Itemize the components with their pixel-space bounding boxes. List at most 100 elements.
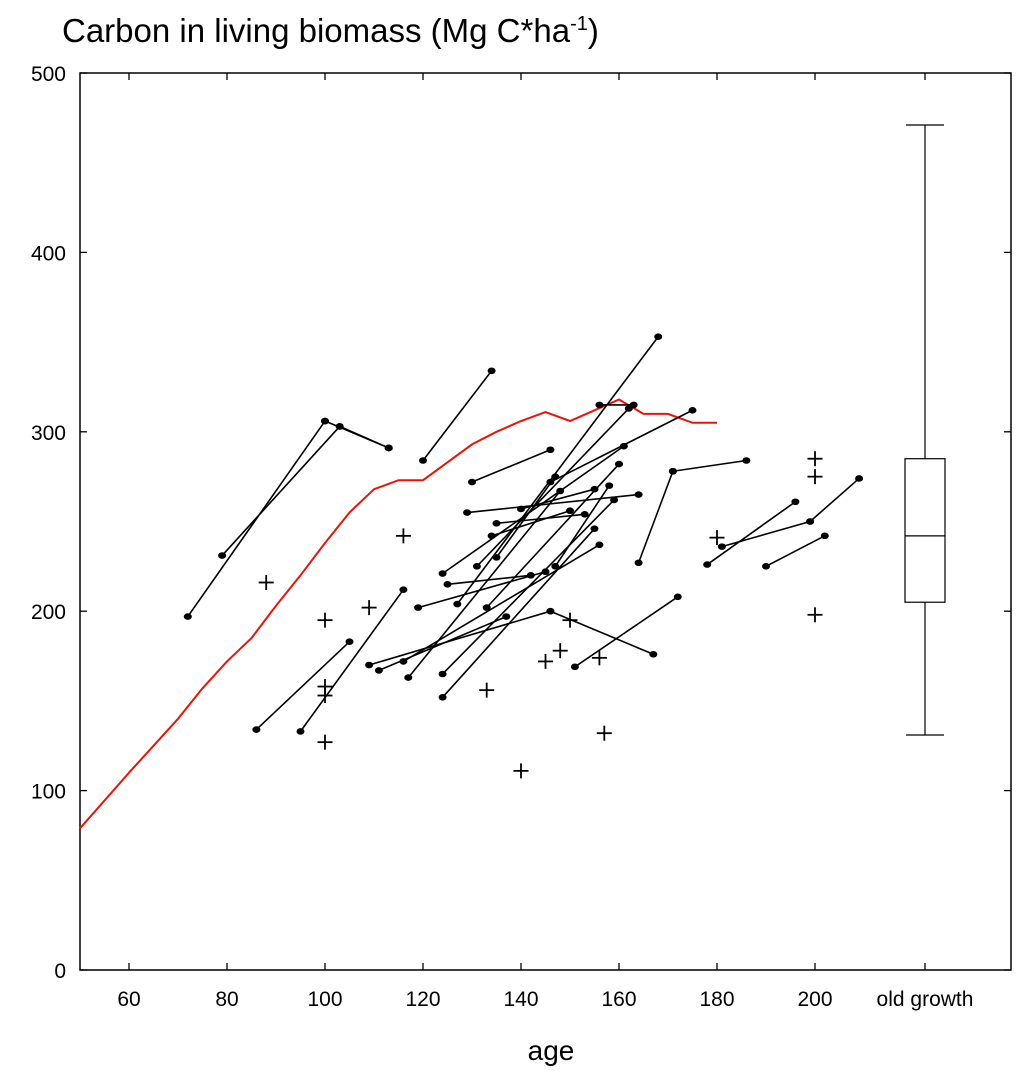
single-measurement-10 — [552, 643, 568, 659]
pair-point-end-10 — [595, 541, 604, 549]
pair-line-17 — [456, 336, 659, 605]
y-tick-label-500: 500 — [31, 63, 66, 86]
pair-point-start-15 — [438, 694, 447, 701]
remeasured-pair-19 — [468, 446, 555, 486]
remeasured-pair-7 — [374, 613, 511, 674]
pair-line-25 — [520, 488, 595, 510]
pair-point-start-24 — [492, 519, 501, 527]
pair-point-end-4 — [345, 638, 354, 645]
single-measurement-1 — [317, 612, 333, 628]
pair-point-end-17 — [654, 333, 663, 341]
pair-point-end-32 — [742, 457, 751, 464]
y-tick-label-300: 300 — [31, 422, 66, 445]
pair-point-start-27 — [551, 563, 560, 570]
pair-point-start-31 — [634, 559, 643, 567]
plot-frame — [79, 72, 1012, 971]
remeasured-pair-36 — [806, 475, 864, 525]
remeasured-pair-6 — [365, 607, 555, 669]
remeasured-pair-16 — [443, 572, 535, 588]
pair-line-34 — [721, 520, 811, 548]
pair-line-29 — [550, 409, 693, 483]
pair-point-end-14 — [610, 496, 619, 504]
single-measurements-layer — [258, 451, 823, 779]
remeasured-pair-20 — [472, 405, 633, 570]
pair-point-start-20 — [472, 563, 481, 570]
x-tick-label-140: 140 — [503, 988, 538, 1011]
pair-point-end-12 — [541, 568, 550, 576]
single-measurement-5 — [361, 600, 377, 616]
pair-point-start-9 — [419, 457, 427, 464]
pair-point-start-11 — [404, 674, 413, 681]
remeasured-pair-26 — [546, 607, 658, 658]
pair-point-start-30 — [595, 401, 604, 409]
pair-point-end-36 — [855, 475, 864, 482]
pair-line-18 — [467, 493, 639, 514]
pair-line-10 — [402, 544, 600, 663]
pair-point-start-12 — [414, 604, 423, 611]
remeasured-pair-29 — [546, 406, 697, 486]
model-line-layer — [79, 398, 717, 829]
x-tick-label-160: 160 — [601, 988, 636, 1011]
pair-line-3 — [339, 425, 390, 449]
x-tick-label-180: 180 — [699, 988, 734, 1011]
single-measurement-0 — [258, 574, 274, 590]
x-tick-label-200: 200 — [797, 988, 832, 1011]
x-tick-label-120: 120 — [405, 988, 440, 1011]
remeasured-pair-27 — [551, 482, 614, 570]
pair-point-end-25 — [590, 485, 599, 493]
pair-point-end-7 — [502, 613, 511, 620]
pair-point-end-29 — [688, 406, 697, 414]
remeasured-pair-5 — [296, 586, 408, 735]
pair-point-start-33 — [703, 561, 712, 568]
model-curve-line — [79, 398, 717, 829]
pair-line-16 — [447, 574, 531, 586]
remeasured-pair-3 — [335, 423, 393, 452]
pair-point-end-15 — [590, 525, 599, 532]
single-measurement-15 — [807, 451, 823, 467]
pair-point-end-19 — [546, 446, 555, 454]
pair-line-22 — [491, 509, 571, 537]
remeasured-pair-33 — [703, 498, 800, 568]
pair-point-start-34 — [717, 543, 726, 550]
remeasured-pair-8 — [384, 444, 393, 452]
pair-line-9 — [422, 370, 493, 461]
remeasured-pair-35 — [762, 532, 829, 570]
remeasured-pair-24 — [492, 511, 589, 527]
pair-point-start-1 — [218, 552, 227, 559]
chart-title-superscript: -1 — [570, 13, 588, 35]
pair-point-end-18 — [634, 491, 643, 498]
pair-point-start-36 — [806, 518, 815, 525]
pair-point-end-22 — [566, 507, 574, 515]
pair-point-end-16 — [526, 572, 535, 579]
pair-point-end-27 — [605, 482, 614, 489]
chart-title-close: ) — [587, 12, 599, 49]
pair-line-7 — [378, 615, 507, 672]
remeasured-pair-30 — [595, 401, 638, 409]
pair-line-12 — [417, 570, 546, 609]
y-tick-label-0: 0 — [54, 960, 66, 983]
pair-line-23 — [495, 476, 556, 558]
pair-point-start-6 — [365, 661, 374, 669]
remeasured-pair-15 — [438, 525, 599, 701]
single-measurement-16 — [807, 469, 823, 485]
remeasured-pairs-layer — [183, 333, 864, 735]
pair-line-15 — [442, 528, 596, 698]
remeasured-pair-22 — [487, 507, 574, 540]
pair-point-end-21 — [615, 460, 623, 468]
pair-line-5 — [299, 589, 405, 732]
pair-line-33 — [706, 501, 796, 566]
pair-line-35 — [765, 535, 826, 568]
pair-point-end-30 — [629, 401, 638, 409]
pair-line-1 — [221, 425, 341, 557]
pair-point-end-28 — [673, 593, 682, 601]
pair-point-start-23 — [492, 554, 501, 561]
remeasured-pair-9 — [419, 367, 496, 464]
single-measurement-7 — [479, 682, 495, 698]
pair-point-start-4 — [252, 726, 261, 733]
pair-point-end-5 — [399, 586, 408, 593]
pair-line-20 — [476, 407, 630, 567]
pair-line-27 — [554, 485, 610, 567]
pair-line-26 — [550, 610, 654, 655]
remeasured-pair-14 — [438, 496, 619, 678]
